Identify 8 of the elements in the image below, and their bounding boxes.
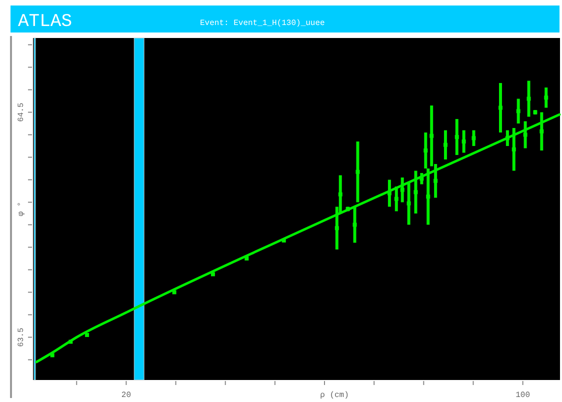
y-tick-label: 63.5 xyxy=(17,327,26,347)
x-axis-title: ρ (cm) xyxy=(320,391,349,400)
y-axis-title: φ ° xyxy=(17,202,26,216)
x-tick-label: 20 xyxy=(121,391,132,400)
x-tick-label: 100 xyxy=(516,391,530,400)
y-tick-label: 64.5 xyxy=(17,102,26,122)
chart-subtitle: Event: Event_1_H(130)_uuee xyxy=(200,19,326,28)
chart-title: ATLAS xyxy=(18,12,72,32)
